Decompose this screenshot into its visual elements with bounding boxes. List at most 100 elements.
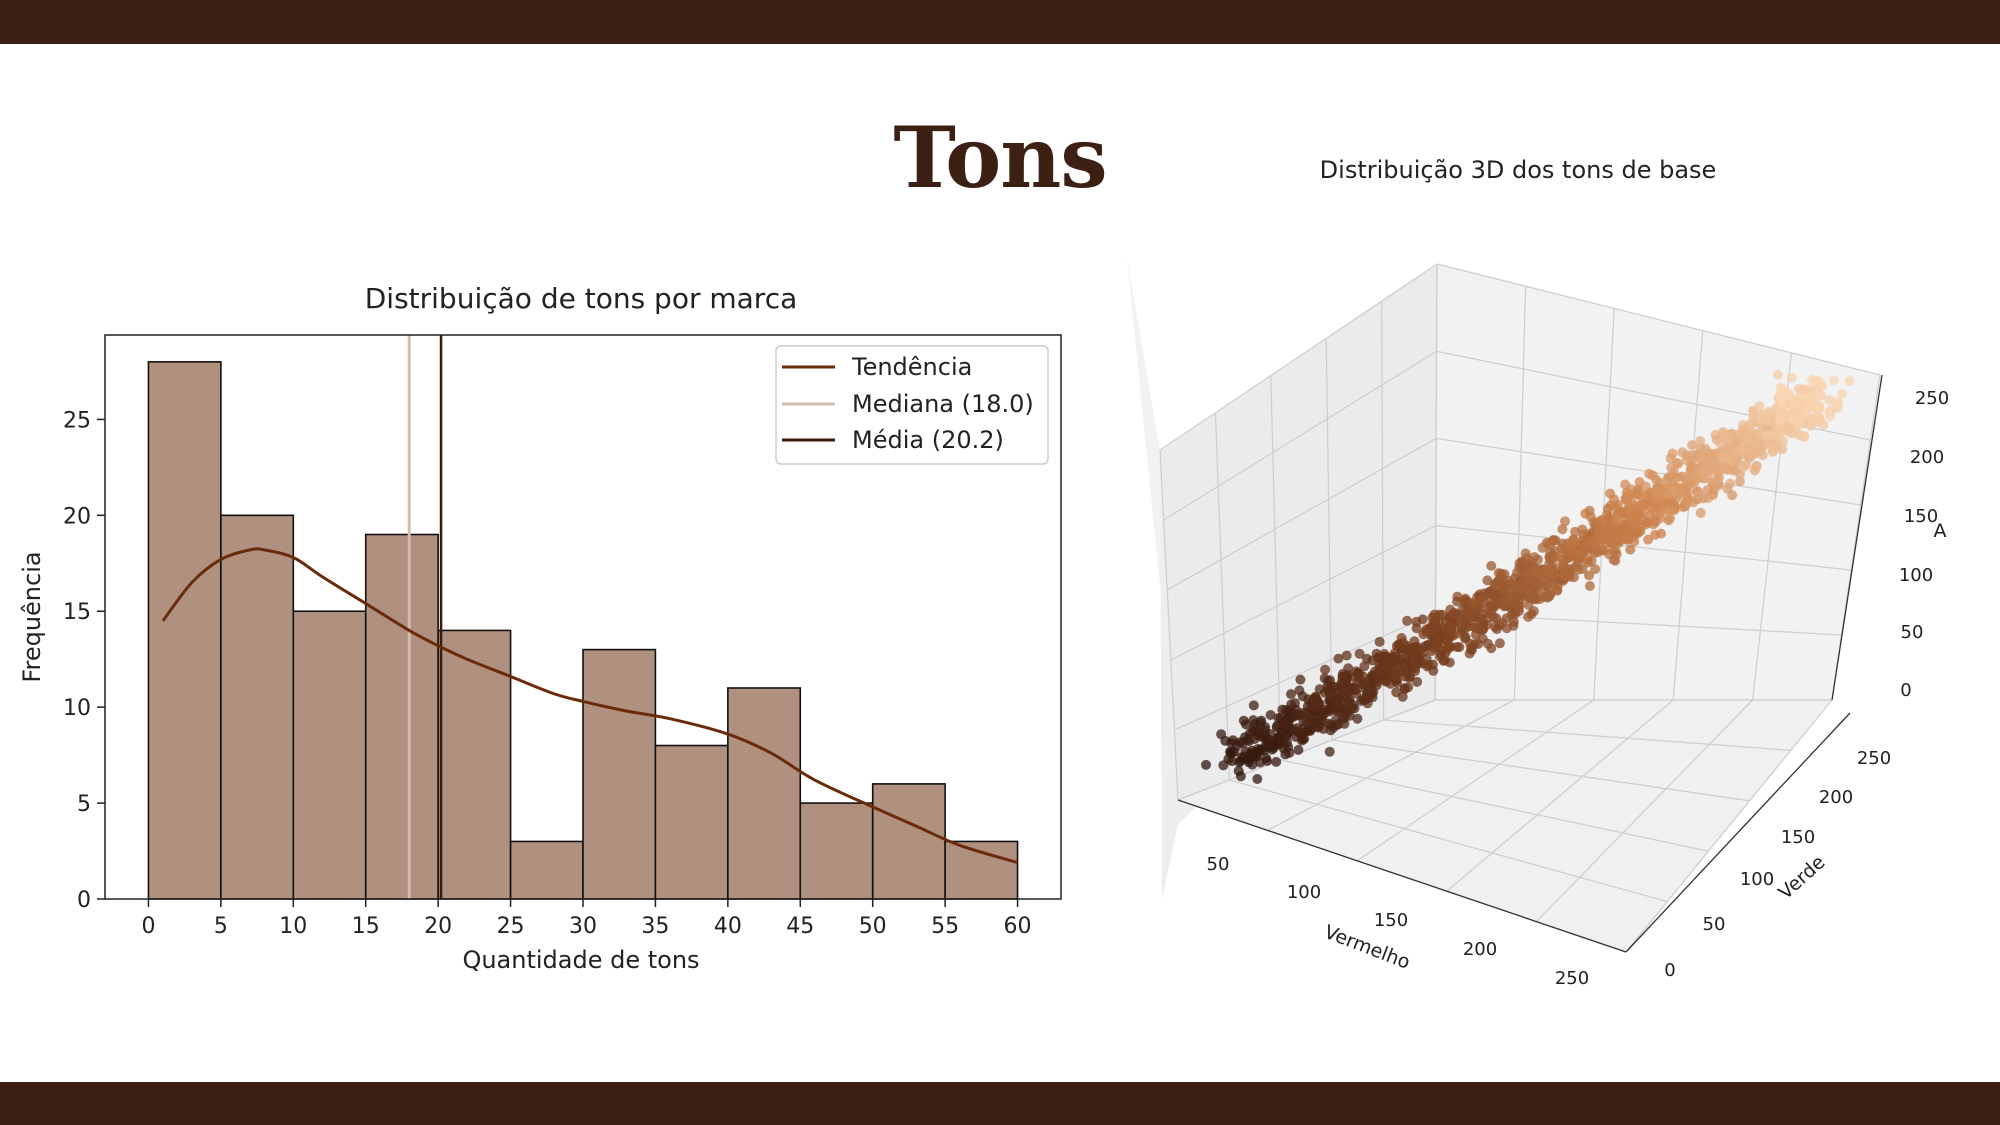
grid-line [1625,699,1833,953]
x3d-tick-label: 50 [1207,854,1230,875]
x-tick-label: 15 [352,914,380,939]
scatter-point [1785,390,1795,401]
scatter-point [1574,548,1585,559]
scatter-point [1762,430,1773,441]
grid-line [1229,779,1668,903]
grid-line [1436,263,1881,376]
scatter-point [1608,554,1619,565]
scatter-point [1310,691,1321,702]
scatter-point [1434,632,1445,643]
scatter-point [1533,554,1543,565]
scatter-point [1573,564,1584,575]
grid-line [1170,525,1437,661]
scatter-point [1766,442,1777,453]
grid-line [1163,350,1437,521]
scatter-point [1312,720,1323,731]
scatter-point [1698,454,1709,465]
scatter-point [1650,529,1661,540]
scatter-point [1651,485,1661,496]
x3d-tick-label: 250 [1555,968,1589,989]
scatter-point [1248,700,1259,711]
scatter-point [1598,530,1609,541]
grid-line [1270,375,1282,761]
scatter-point [1832,399,1843,410]
x-tick-label: 0 [141,914,155,939]
grid-line [1435,524,1852,571]
scatter-point [1403,682,1414,693]
scatter-point [1711,476,1722,487]
scatter-point [1351,684,1362,695]
scatter-point [1412,676,1423,687]
scatter-point [1694,490,1705,501]
scatter-point [1748,411,1759,422]
scatter-point [1560,516,1570,527]
scatter-point [1279,720,1290,731]
hist-ylabel: Frequência [18,551,46,682]
z3d-tick-label: 150 [1904,506,1938,527]
scatter-point [1341,650,1352,661]
scatter-point [1807,374,1817,385]
hist-y-axis: 0 5 10 15 20 25 [63,408,105,913]
y-tick-label: 15 [63,600,91,625]
scatter-point [1396,633,1407,643]
scatter-point [1584,570,1594,581]
x-tick-label: 50 [859,914,887,939]
grid-line [1383,719,1791,752]
scatter-point [1746,443,1757,453]
scatter-point [1773,369,1783,380]
grid-line [1214,412,1231,781]
x-tick-label: 10 [279,914,307,939]
x-tick-label: 60 [1004,914,1032,939]
x3d-tick-label: 200 [1463,939,1497,960]
scatter-point [1799,431,1810,441]
scatter-point [1477,633,1488,644]
y3d-tick-label: 250 [1857,748,1891,769]
scatter-point [1418,647,1429,658]
x3d-tick-label: 100 [1287,882,1321,903]
scatter-point [1598,545,1609,556]
x-tick-label: 20 [424,914,452,939]
scatter-point [1430,614,1440,625]
scatter-point [1352,713,1363,724]
scatter-point [1489,580,1500,591]
scatter-point [1559,570,1570,581]
scatter-point [1391,687,1402,698]
x-tick-label: 5 [214,914,228,939]
scatter-point [1324,746,1335,757]
z3d-tick-label: 250 [1915,388,1949,409]
scatter-point [1470,622,1481,633]
scatter-point [1789,398,1800,409]
scatter-point [1249,734,1260,745]
scatter-point [1359,661,1370,672]
scatter-point [1773,431,1784,442]
scatter-point [1529,576,1539,587]
scatter-point [1418,629,1429,640]
scatter-point [1235,771,1246,782]
scatter-point [1441,641,1452,651]
pane-left [1127,258,1166,900]
scatter-point [1737,442,1748,453]
scatter3d-title: Distribuição 3D dos tons de base [1320,156,1717,184]
hist-legend: Tendência Mediana (18.0) Média (20.2) [775,345,1049,465]
x-tick-label: 30 [569,914,597,939]
grid-line [1356,699,1595,862]
z3d-tick-label: 100 [1899,565,1933,586]
scatter-point [1402,666,1412,677]
scatter-point [1786,372,1797,383]
scatter-point [1828,375,1839,386]
scatter-point [1503,575,1514,586]
hist-bar [147,361,222,900]
pane-floor [1178,700,1832,952]
hist-bar [220,514,295,900]
scatter-point [1510,580,1521,591]
scatter-point [1439,655,1450,666]
scatter-point [1636,501,1647,512]
scatter-point [1668,485,1679,496]
scatter-point [1609,494,1619,505]
scatter-point [1482,575,1493,586]
scatter-point [1720,429,1731,440]
scatter3d-points [1201,369,1855,784]
legend-label-median: Mediana (18.0) [852,390,1034,418]
